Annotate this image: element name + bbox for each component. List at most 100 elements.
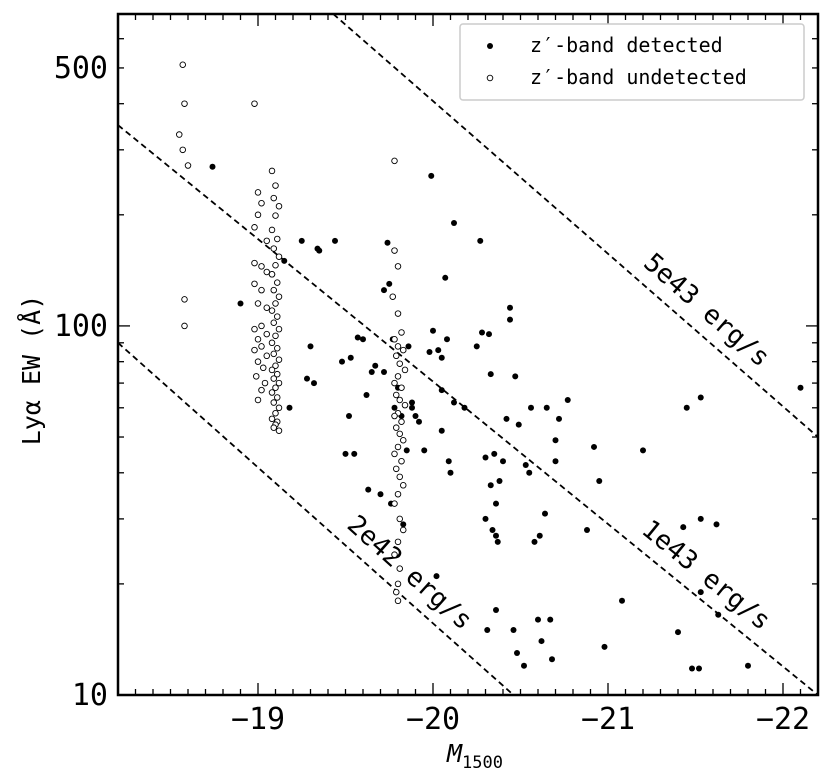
point-undetected — [270, 350, 278, 358]
x-tick-label: −19 — [231, 702, 285, 737]
point-detected — [477, 237, 484, 244]
point-detected — [601, 643, 608, 650]
point-detected — [493, 532, 499, 539]
point-undetected — [394, 373, 402, 380]
point-detected — [482, 515, 489, 522]
point-undetected — [258, 199, 265, 207]
point-undetected — [270, 286, 278, 294]
point-detected — [381, 369, 387, 376]
point-detected — [531, 538, 538, 545]
point-detected — [489, 526, 496, 533]
point-undetected — [391, 551, 398, 558]
point-undetected — [391, 412, 398, 420]
point-detected — [351, 450, 358, 457]
point-undetected — [393, 391, 400, 399]
point-detected — [696, 665, 702, 672]
point-detected — [451, 399, 457, 406]
point-detected — [286, 404, 293, 411]
point-undetected — [263, 268, 271, 276]
point-undetected — [268, 339, 276, 347]
point-detected — [547, 616, 554, 623]
point-undetected — [270, 245, 278, 252]
point-undetected — [268, 366, 276, 374]
point-undetected — [394, 597, 402, 605]
point-undetected — [275, 325, 283, 333]
legend-marker-detected — [487, 43, 493, 49]
point-undetected — [275, 404, 283, 412]
point-undetected — [401, 366, 409, 374]
point-undetected — [400, 526, 407, 534]
point-undetected — [394, 310, 402, 317]
point-detected — [339, 358, 345, 365]
point-detected — [438, 354, 445, 361]
point-detected — [493, 606, 499, 613]
point-undetected — [254, 189, 262, 196]
point-undetected — [391, 336, 398, 343]
point-undetected — [258, 322, 265, 330]
point-detected — [428, 172, 435, 179]
point-undetected — [400, 437, 407, 444]
point-undetected — [268, 307, 276, 314]
point-undetected — [396, 396, 404, 404]
point-undetected — [396, 473, 404, 481]
point-undetected — [272, 212, 279, 219]
point-undetected — [184, 162, 192, 169]
point-undetected — [263, 304, 271, 311]
point-detected — [438, 387, 445, 394]
reference-line-label: 5e43 erg/s — [638, 248, 776, 374]
point-undetected — [391, 500, 398, 507]
point-undetected — [263, 330, 271, 338]
reference-line-label: 1e43 erg/s — [636, 514, 776, 636]
reference-line-label: 2e42 erg/s — [341, 510, 478, 637]
point-detected — [360, 336, 366, 343]
point-detected — [461, 404, 468, 411]
point-undetected — [252, 373, 260, 380]
point-detected — [482, 454, 489, 461]
point-detected — [552, 458, 559, 465]
point-detected — [363, 391, 370, 398]
point-undetected — [394, 443, 402, 451]
point-undetected — [270, 319, 278, 326]
point-detected — [514, 649, 520, 656]
reference-line — [332, 14, 818, 438]
point-detected — [479, 329, 485, 336]
point-detected — [512, 373, 519, 380]
point-undetected — [179, 61, 186, 69]
point-detected — [409, 404, 415, 411]
point-detected — [503, 415, 510, 422]
point-detected — [507, 316, 513, 323]
point-detected — [486, 331, 492, 338]
point-detected — [473, 343, 480, 350]
point-undetected — [181, 322, 188, 330]
point-detected — [342, 450, 349, 457]
legend: z′-band detected z′-band undetected — [459, 23, 805, 101]
point-detected — [552, 437, 559, 444]
point-detected — [298, 237, 305, 244]
point-detected — [683, 404, 690, 411]
point-undetected — [258, 263, 265, 270]
point-detected — [416, 418, 422, 425]
point-detected — [332, 237, 338, 244]
point-undetected — [400, 346, 407, 354]
point-undetected — [398, 457, 405, 465]
point-detected — [689, 665, 695, 672]
legend-label-undetected: z′-band undetected — [530, 65, 747, 89]
point-detected — [430, 327, 436, 334]
point-detected — [596, 478, 603, 485]
point-detected — [405, 343, 412, 350]
point-undetected — [394, 263, 402, 270]
point-detected — [400, 521, 407, 528]
point-undetected — [394, 490, 402, 498]
point-detected — [528, 404, 534, 411]
point-undetected — [396, 515, 404, 523]
point-undetected — [391, 379, 398, 387]
point-detected — [304, 375, 310, 382]
point-undetected — [272, 262, 279, 269]
point-detected — [697, 589, 704, 596]
point-undetected — [391, 450, 398, 458]
point-undetected — [274, 394, 281, 401]
point-undetected — [251, 259, 258, 267]
point-detected — [451, 220, 457, 227]
point-undetected — [254, 211, 262, 219]
